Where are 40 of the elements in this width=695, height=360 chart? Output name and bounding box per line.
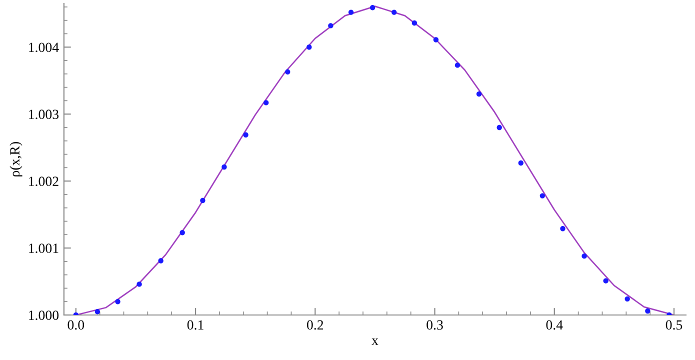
point [624, 296, 630, 302]
x-axis-title: x [372, 338, 378, 345]
x-tick-label: 0.4 [546, 320, 563, 330]
y-tick-label: 1.001 [29, 244, 58, 254]
y-tick-label: 1.002 [29, 176, 58, 186]
point [264, 100, 269, 106]
point [328, 23, 334, 28]
point [94, 309, 100, 314]
x-tick-label: 0.5 [666, 320, 682, 330]
point [582, 253, 587, 259]
point [391, 10, 397, 15]
point [412, 20, 418, 26]
point [136, 282, 142, 287]
point [560, 226, 566, 232]
x-tick-label: 0.1 [187, 320, 204, 330]
point [158, 258, 164, 264]
point [348, 10, 354, 15]
x-tick-label: 0.2 [306, 320, 324, 330]
point [496, 124, 502, 130]
y-axis-title: ρ(x,R) [10, 142, 22, 176]
point [222, 164, 227, 170]
point [603, 278, 608, 284]
point [243, 132, 248, 138]
point [115, 299, 120, 304]
x-tick-label: 0.3 [426, 320, 443, 330]
point [645, 308, 650, 314]
point [518, 160, 524, 166]
y-tick-label: 1.004 [29, 42, 59, 52]
point [306, 44, 312, 50]
point [540, 193, 546, 198]
x-tick-label: 0.0 [68, 320, 84, 330]
point [433, 37, 439, 42]
point [454, 62, 460, 68]
point [370, 5, 376, 10]
point [285, 69, 290, 75]
y-tick-label: 1.003 [29, 110, 59, 120]
point [200, 198, 206, 204]
point [180, 230, 185, 236]
point [476, 91, 482, 97]
y-tick-label: 1.000 [29, 310, 59, 320]
